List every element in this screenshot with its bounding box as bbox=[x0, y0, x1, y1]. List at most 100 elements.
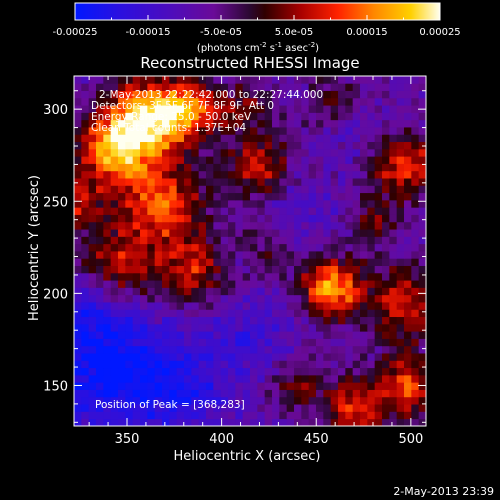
heatmap-cell bbox=[338, 170, 346, 179]
heatmap-cell bbox=[308, 229, 317, 237]
heatmap-cell bbox=[81, 345, 90, 354]
heatmap-cell bbox=[264, 112, 273, 121]
heatmap-cell bbox=[345, 148, 354, 157]
heatmap-cell bbox=[228, 287, 236, 296]
heatmap-cell bbox=[110, 331, 119, 339]
heatmap-cell bbox=[169, 148, 178, 157]
heatmap-cell bbox=[169, 374, 178, 383]
heatmap-cell bbox=[184, 90, 192, 99]
heatmap-cell bbox=[308, 119, 317, 128]
heatmap-cell bbox=[396, 418, 405, 427]
heatmap-cell bbox=[242, 76, 251, 84]
heatmap-cell bbox=[404, 353, 412, 361]
heatmap-cell bbox=[81, 418, 90, 427]
heatmap-cell bbox=[264, 83, 273, 91]
heatmap-cell bbox=[367, 141, 376, 150]
heatmap-cell bbox=[125, 331, 134, 339]
heatmap-cell bbox=[352, 156, 361, 164]
heatmap-cell bbox=[382, 199, 390, 208]
heatmap-cell bbox=[382, 90, 390, 99]
heatmap-cell bbox=[264, 251, 273, 259]
heatmap-cell bbox=[184, 207, 192, 215]
heatmap-cell bbox=[382, 272, 390, 281]
heatmap-cell bbox=[404, 367, 412, 376]
heatmap-cell bbox=[323, 396, 332, 405]
heatmap-cell bbox=[206, 280, 214, 288]
heatmap-cell bbox=[154, 360, 163, 369]
heatmap-cell bbox=[191, 105, 200, 113]
heatmap-cell bbox=[323, 331, 332, 339]
heatmap-cell bbox=[213, 119, 222, 128]
heatmap-cell bbox=[301, 127, 310, 135]
heatmap-cell bbox=[213, 127, 222, 135]
heatmap-cell bbox=[110, 141, 119, 150]
heatmap-cell bbox=[103, 127, 112, 135]
heatmap-cell bbox=[411, 119, 420, 128]
heatmap-cell bbox=[103, 345, 112, 354]
heatmap-cell bbox=[132, 280, 141, 288]
heatmap-cell bbox=[213, 272, 222, 281]
heatmap-cell bbox=[191, 119, 200, 128]
heatmap-cell bbox=[301, 272, 310, 281]
heatmap-cell bbox=[316, 309, 324, 318]
heatmap-cell bbox=[184, 411, 192, 420]
heatmap-cell bbox=[279, 178, 288, 186]
heatmap-cell bbox=[103, 411, 112, 420]
heatmap-cell bbox=[191, 185, 200, 194]
heatmap-cell bbox=[110, 170, 119, 179]
heatmap-cell bbox=[382, 134, 390, 143]
heatmap-cell bbox=[308, 148, 317, 157]
heatmap-cell bbox=[257, 360, 266, 369]
heatmap-cell bbox=[264, 374, 273, 383]
heatmap-cell bbox=[198, 251, 207, 259]
heatmap-cell bbox=[360, 265, 368, 274]
heatmap-cell bbox=[74, 76, 82, 84]
heatmap-cell bbox=[88, 236, 97, 245]
heatmap-cell bbox=[389, 418, 398, 427]
heatmap-cell bbox=[374, 148, 383, 157]
heatmap-cell bbox=[250, 338, 258, 347]
heatmap-cell bbox=[110, 185, 119, 194]
heatmap-cell bbox=[228, 170, 236, 179]
colorbar-tick-label: 5.0e-05 bbox=[275, 27, 313, 38]
heatmap-cell bbox=[147, 192, 156, 201]
heatmap-cell bbox=[103, 221, 112, 230]
heatmap-cell bbox=[81, 389, 90, 398]
heatmap-cell bbox=[286, 251, 295, 259]
heatmap-cell bbox=[308, 258, 317, 266]
heatmap-cell bbox=[96, 76, 104, 84]
heatmap-cell bbox=[206, 112, 214, 121]
heatmap-cell bbox=[132, 353, 141, 361]
heatmap-cell bbox=[147, 265, 156, 274]
heatmap-cell bbox=[396, 272, 405, 281]
heatmap-cell bbox=[140, 251, 148, 259]
heatmap-cell bbox=[367, 396, 376, 405]
heatmap-cell bbox=[103, 302, 112, 310]
heatmap-cell bbox=[272, 316, 280, 325]
heatmap-cell bbox=[147, 214, 156, 223]
heatmap-cell bbox=[404, 302, 412, 310]
heatmap-cell bbox=[374, 90, 383, 99]
heatmap-cell bbox=[301, 309, 310, 318]
heatmap-cell bbox=[330, 382, 339, 390]
heatmap-cell bbox=[228, 229, 236, 237]
heatmap-cell bbox=[272, 221, 280, 230]
heatmap-cell bbox=[103, 280, 112, 288]
heatmap-cell bbox=[294, 258, 302, 266]
heatmap-cell bbox=[103, 316, 112, 325]
heatmap-cell bbox=[279, 105, 288, 113]
heatmap-cell bbox=[352, 243, 361, 252]
heatmap-cell bbox=[250, 83, 258, 91]
heatmap-cell bbox=[132, 251, 141, 259]
heatmap-cell bbox=[96, 97, 104, 106]
heatmap-cell bbox=[184, 287, 192, 296]
heatmap-cell bbox=[184, 338, 192, 347]
heatmap-cell bbox=[198, 272, 207, 281]
heatmap-cell bbox=[279, 236, 288, 245]
heatmap-cell bbox=[301, 302, 310, 310]
heatmap-cell bbox=[103, 353, 112, 361]
heatmap-cell bbox=[396, 265, 405, 274]
heatmap-cell bbox=[206, 90, 214, 99]
heatmap-cell bbox=[301, 265, 310, 274]
heatmap-cell bbox=[286, 221, 295, 230]
